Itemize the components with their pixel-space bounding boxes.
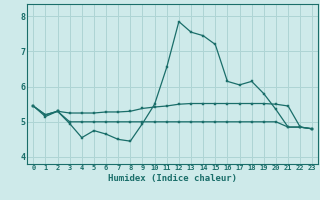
X-axis label: Humidex (Indice chaleur): Humidex (Indice chaleur) xyxy=(108,174,237,183)
